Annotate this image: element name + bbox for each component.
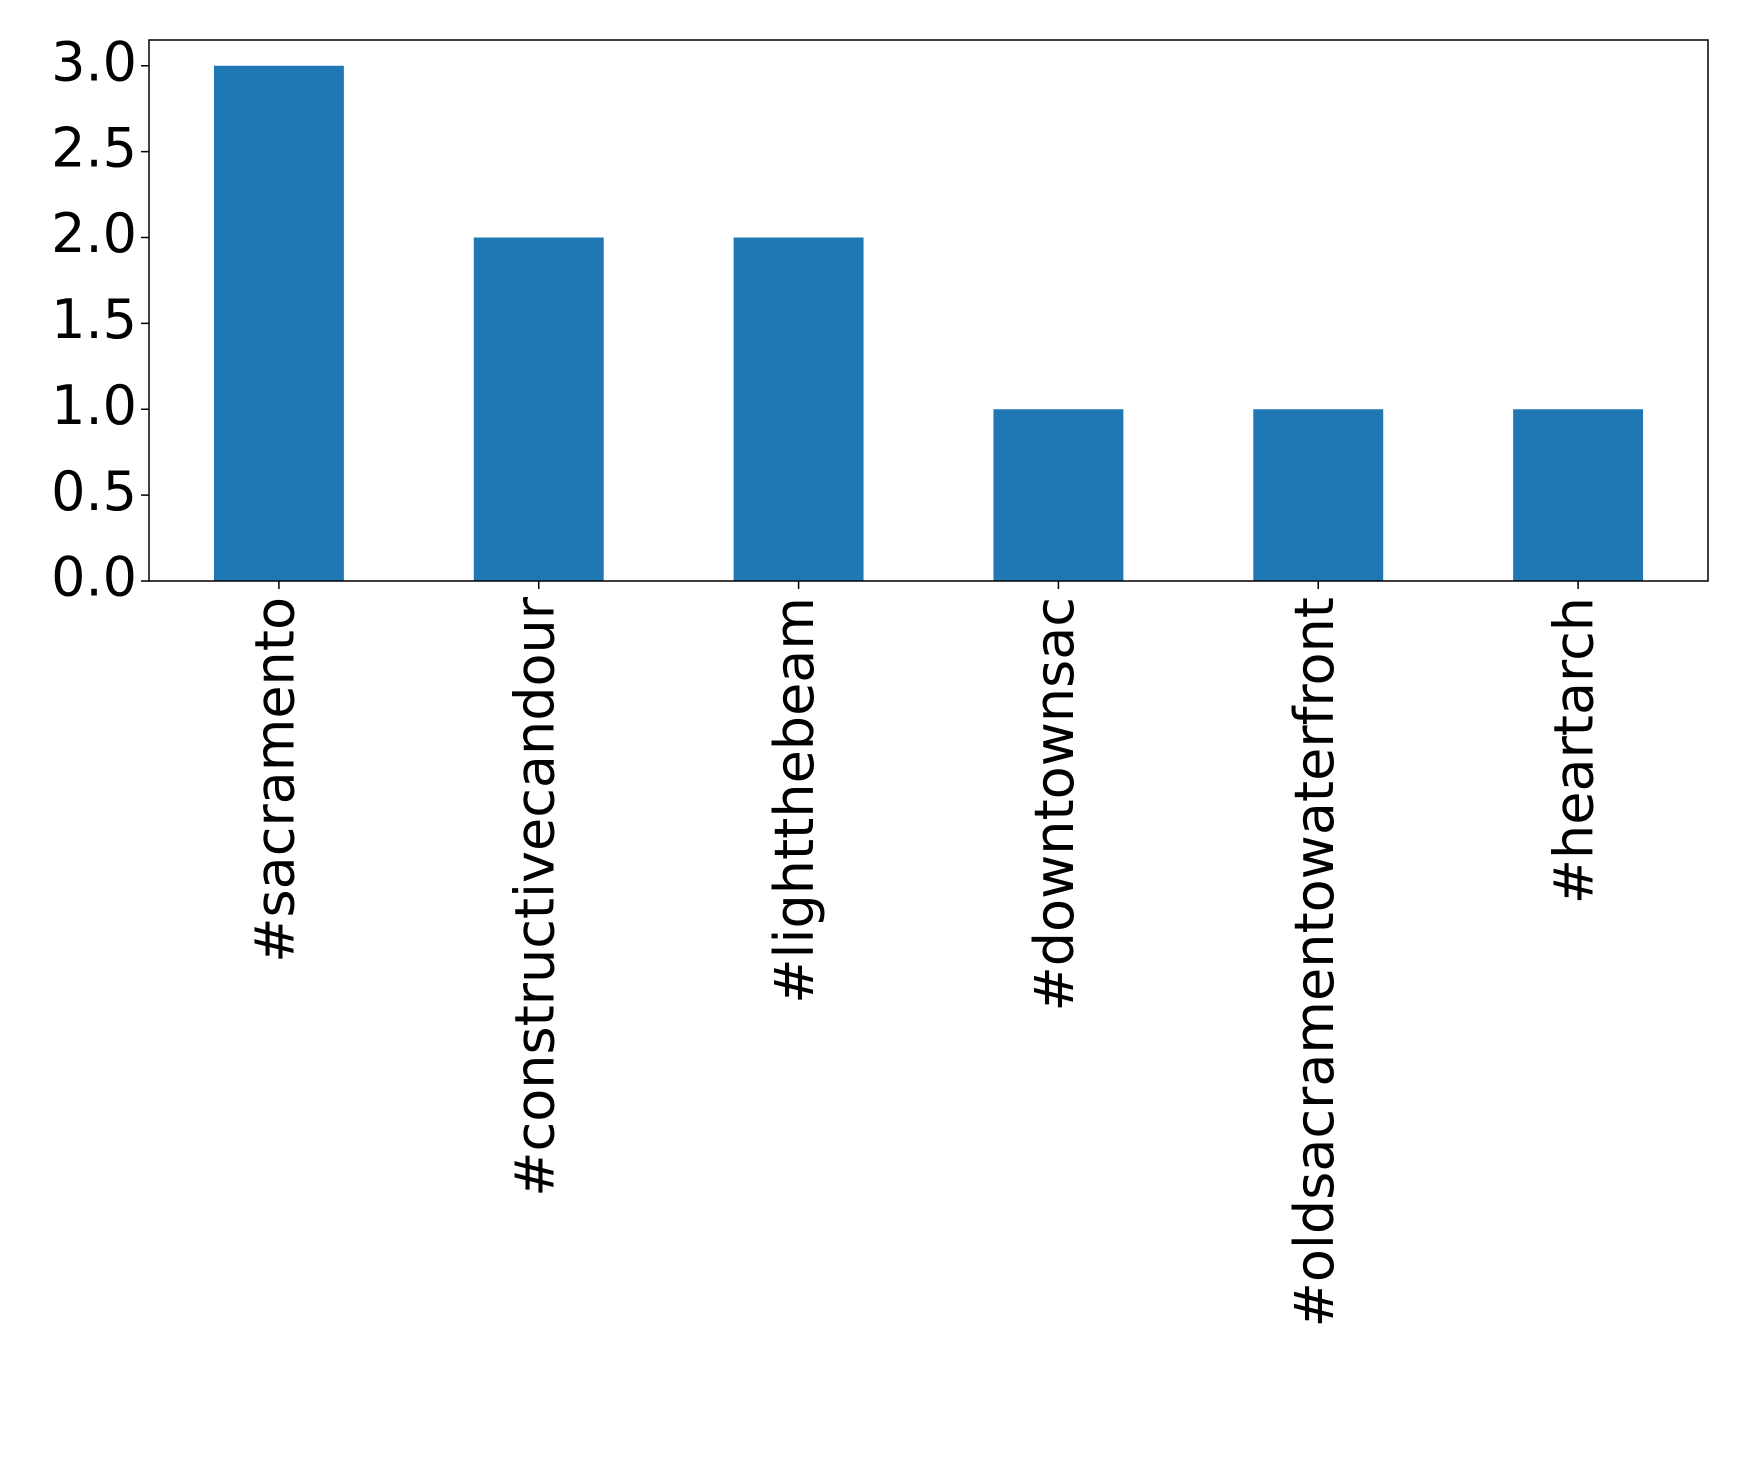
y-tick-label: 1.0 xyxy=(51,374,137,437)
x-tick-label: #sacramento xyxy=(244,597,307,963)
bar xyxy=(473,237,604,581)
plot-frame xyxy=(148,39,1709,582)
x-tick-label: #lightthebeam xyxy=(763,597,826,1004)
y-tick-label: 2.5 xyxy=(51,116,137,179)
y-tick-label: 0.0 xyxy=(51,546,137,609)
y-tick-label: 3.0 xyxy=(51,30,137,93)
bar xyxy=(993,409,1124,581)
x-tick-label: #oldsacramentowaterfront xyxy=(1283,597,1346,1327)
y-tick-label: 1.5 xyxy=(51,288,137,351)
bar xyxy=(733,237,864,581)
y-tick-label: 2.0 xyxy=(51,202,137,265)
x-tick-label: #downtownsac xyxy=(1023,597,1086,1011)
x-tick-label: #constructivecandour xyxy=(503,596,566,1197)
x-tick-label: #heartarch xyxy=(1543,597,1606,904)
bar xyxy=(1513,409,1644,581)
y-tick-label: 0.5 xyxy=(51,460,137,523)
bar xyxy=(1253,409,1384,581)
bar xyxy=(213,65,344,581)
